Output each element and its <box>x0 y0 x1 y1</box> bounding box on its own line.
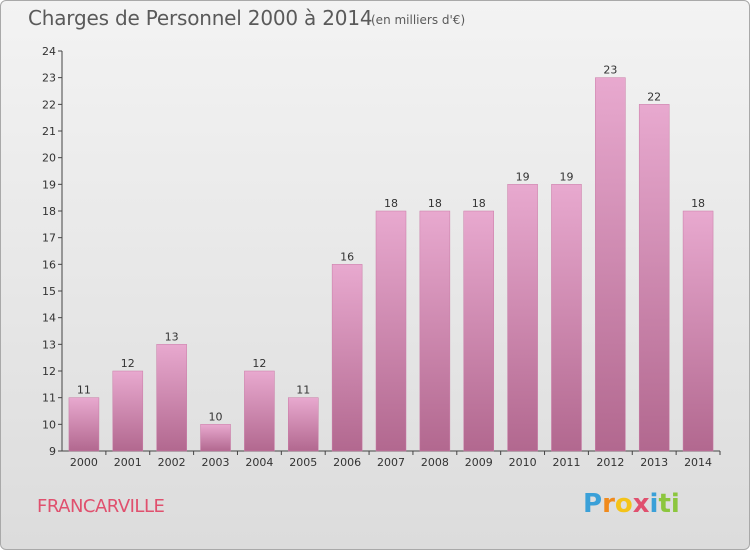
x-tick-label: 2008 <box>421 456 449 469</box>
x-tick-label: 2013 <box>640 456 668 469</box>
data-label: 16 <box>340 250 354 263</box>
y-tick-label: 21 <box>42 125 56 138</box>
y-tick-label: 17 <box>42 232 56 245</box>
data-label: 23 <box>603 64 617 77</box>
chart-subtitle: (en milliers d'€) <box>371 13 466 27</box>
y-tick-label: 18 <box>42 205 56 218</box>
chart-title: Charges de Personnel 2000 à 2014 <box>28 6 373 30</box>
bar-2011 <box>551 184 582 452</box>
data-label: 22 <box>647 90 661 103</box>
x-tick-label: 2003 <box>202 456 230 469</box>
logo-letter: x <box>632 489 650 519</box>
y-tick-label: 14 <box>42 312 56 325</box>
bar-2002 <box>156 344 187 452</box>
data-label: 18 <box>384 197 398 210</box>
y-tick-label: 19 <box>42 178 56 191</box>
y-tick-label: 16 <box>42 258 56 271</box>
bar-2014 <box>682 210 714 452</box>
axes: 9 10 11 12 13 14 15 16 17 18 19 20 21 22 23 24 2000 2001 2… <box>42 45 721 469</box>
x-tick-label: 2002 <box>158 456 186 469</box>
x-tick-label: 2004 <box>245 456 273 469</box>
logo-letter: i <box>649 489 659 519</box>
logo-letter: t <box>658 489 671 519</box>
y-tick-label: 13 <box>42 338 56 351</box>
bar-2013 <box>638 104 670 452</box>
bar-2007 <box>375 210 407 452</box>
bar-2005 <box>288 397 319 452</box>
data-label: 10 <box>209 410 223 423</box>
y-tick-label: 11 <box>42 392 56 405</box>
y-tick-label: 24 <box>42 45 56 58</box>
bar-2006 <box>331 264 363 452</box>
data-label: 18 <box>472 197 486 210</box>
bar-2001 <box>112 370 144 452</box>
bars-group <box>68 77 714 452</box>
bar-2003 <box>200 424 231 452</box>
data-label: 11 <box>296 384 310 397</box>
data-label: 18 <box>691 197 705 210</box>
y-tick-label: 23 <box>42 72 56 85</box>
y-tick-label: 9 <box>49 445 56 458</box>
x-tick-label: 2001 <box>114 456 142 469</box>
y-tick-label: 12 <box>42 365 56 378</box>
y-tick-label: 15 <box>42 285 56 298</box>
x-tick-label: 2000 <box>70 456 98 469</box>
bar-2004 <box>244 370 275 452</box>
x-tick-label: 2006 <box>333 456 361 469</box>
data-label: 19 <box>559 170 573 183</box>
logo-letter: P <box>583 489 603 519</box>
x-tick-label: 2014 <box>684 456 712 469</box>
y-tick-label: 20 <box>42 152 56 165</box>
x-tick-label: 2010 <box>509 456 537 469</box>
bar-2012 <box>595 77 626 452</box>
data-label: 19 <box>516 170 530 183</box>
bar-2009 <box>463 210 494 452</box>
data-label: 12 <box>252 357 266 370</box>
logo-letter: i <box>670 489 680 519</box>
commune-name: FRANCARVILLE <box>37 496 165 517</box>
bar-2000 <box>68 397 100 452</box>
data-label: 12 <box>121 357 135 370</box>
proxiti-logo[interactable]: Proxiti <box>583 489 693 523</box>
x-tick-label: 2005 <box>289 456 317 469</box>
logo-letter: o <box>614 489 633 519</box>
data-label: 11 <box>77 384 91 397</box>
logo-letter: r <box>602 489 615 519</box>
x-tick-label: 2012 <box>596 456 624 469</box>
y-tick-label: 10 <box>42 418 56 431</box>
x-tick-label: 2009 <box>465 456 493 469</box>
y-tick-label: 22 <box>42 98 56 111</box>
data-label: 13 <box>165 330 179 343</box>
bar-2008 <box>419 210 451 452</box>
data-labels-group: 11 12 13 10 12 11 16 18 18 18 19 19 23 22 18 <box>77 64 705 424</box>
bar-2010 <box>507 184 538 452</box>
x-tick-label: 2007 <box>377 456 405 469</box>
x-tick-label: 2011 <box>552 456 580 469</box>
data-label: 18 <box>428 197 442 210</box>
